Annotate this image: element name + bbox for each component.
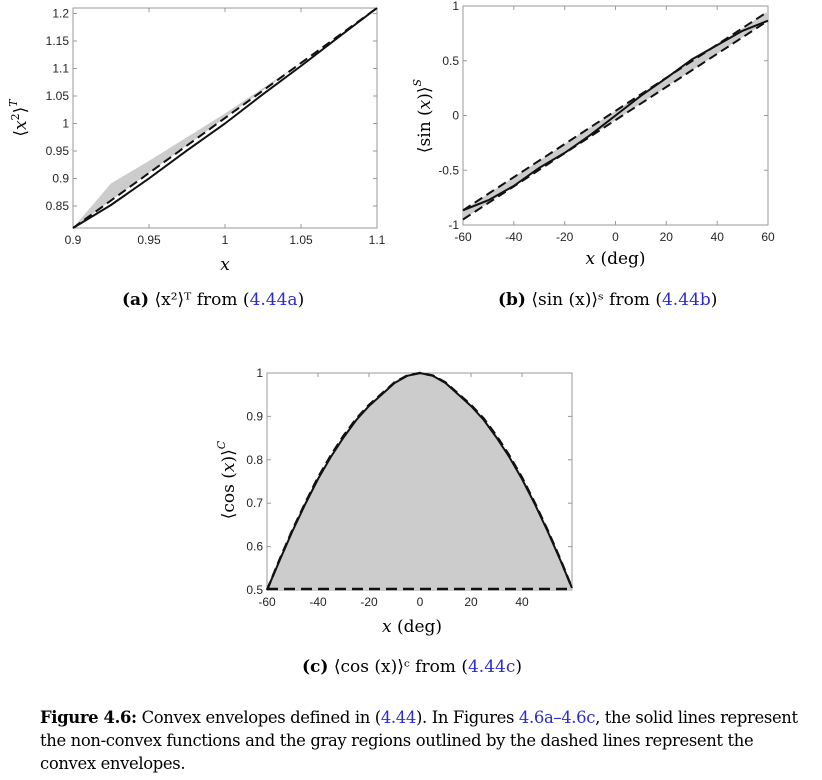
caption-ref-figures-link[interactable]: 4.6a–4.6c [518,708,596,727]
svg-text:1.1: 1.1 [52,62,69,76]
svg-text:0: 0 [612,230,619,244]
svg-text:1.15: 1.15 [46,34,70,48]
subcaption-a-from: from [196,290,238,310]
caption-text: ). In Figures [415,708,519,727]
subcaption-b-label: (b) [498,290,526,310]
svg-text:⟨cos (x)⟩C: ⟨cos (x)⟩C [215,440,239,519]
svg-text:-0.5: -0.5 [438,163,459,177]
svg-text:0: 0 [417,595,424,609]
svg-text:0.9: 0.9 [52,172,69,186]
caption-label: Figure 4.6: [40,708,137,727]
subcaption-b-from: from [609,290,650,310]
svg-text:x (deg): x (deg) [382,617,442,637]
subcaption-b-math: ⟨sin (x)⟩ˢ [531,290,604,310]
subcaption-a-label: (a) [122,290,150,310]
svg-text:0: 0 [452,109,459,123]
subcaption-b: (b) ⟨sin (x)⟩ˢ from (4.44b) [498,290,718,310]
svg-text:1: 1 [256,366,263,380]
svg-text:0.5: 0.5 [442,54,459,68]
svg-text:0.95: 0.95 [137,233,161,247]
svg-text:40: 40 [515,595,529,609]
svg-text:0.7: 0.7 [246,496,263,510]
subcaption-c-math: ⟨cos (x)⟩ᶜ [333,657,410,677]
svg-text:20: 20 [660,230,674,244]
chart-b: 1 0.5 0 -0.5 -1 -60 -40 -20 0 20 40 60 x… [411,0,775,269]
figure-caption: Figure 4.6: Convex envelopes defined in … [40,706,810,775]
svg-text:-60: -60 [454,230,472,244]
svg-text:20: 20 [464,595,478,609]
subcaption-a-ref-link[interactable]: 4.44a [249,290,298,310]
chart-c: 1 0.9 0.8 0.7 0.6 0.5 -60 -40 -20 0 20 4… [215,366,574,637]
svg-text:1: 1 [222,233,229,247]
subcaption-c-ref-link[interactable]: 4.44c [467,657,516,677]
subcaption-b-ref-link[interactable]: 4.44b [661,290,711,310]
svg-text:0.9: 0.9 [246,409,263,423]
caption-text: Convex envelopes defined in ( [136,708,382,727]
caption-text: , the solid lines represent the non-conv… [40,708,798,773]
svg-text:⟨x2⟩T: ⟨x2⟩T [7,98,31,137]
subcaption-c-from: from [415,657,456,677]
svg-text:-60: -60 [258,595,276,609]
svg-text:40: 40 [711,230,725,244]
svg-text:-20: -20 [556,230,574,244]
svg-text:1: 1 [452,0,459,13]
subcaption-a-math: ⟨x²⟩ᵀ [154,290,192,310]
svg-text:1.05: 1.05 [289,233,313,247]
subcaption-c-label: (c) [302,657,329,677]
svg-text:1.1: 1.1 [369,233,386,247]
svg-text:x: x [220,255,230,275]
svg-text:-40: -40 [505,230,523,244]
figure-canvas: 0.85 0.9 0.95 1 1.05 1.1 1.15 1.2 0.9 0.… [7,0,775,637]
svg-text:x (deg): x (deg) [585,249,645,269]
svg-text:0.9: 0.9 [65,233,82,247]
svg-text:-20: -20 [360,595,378,609]
chart-a: 0.85 0.9 0.95 1 1.05 1.1 1.15 1.2 0.9 0.… [7,7,386,276]
svg-text:⟨sin (x)⟩S: ⟨sin (x)⟩S [411,78,435,153]
svg-text:0.5: 0.5 [246,583,263,597]
svg-text:1.05: 1.05 [46,89,70,103]
svg-text:-1: -1 [448,218,459,232]
svg-text:0.8: 0.8 [246,453,263,467]
svg-text:1.2: 1.2 [52,7,69,21]
svg-text:60: 60 [761,230,775,244]
caption-ref-equation-link[interactable]: 4.44 [380,708,416,727]
svg-text:0.85: 0.85 [46,199,70,213]
svg-text:1: 1 [62,117,69,131]
svg-text:0.6: 0.6 [246,540,263,554]
subcaption-c: (c) ⟨cos (x)⟩ᶜ from (4.44c) [302,657,522,677]
svg-text:-40: -40 [309,595,327,609]
svg-text:0.95: 0.95 [46,144,70,158]
subcaption-a: (a) ⟨x²⟩ᵀ from (4.44a) [122,290,305,310]
